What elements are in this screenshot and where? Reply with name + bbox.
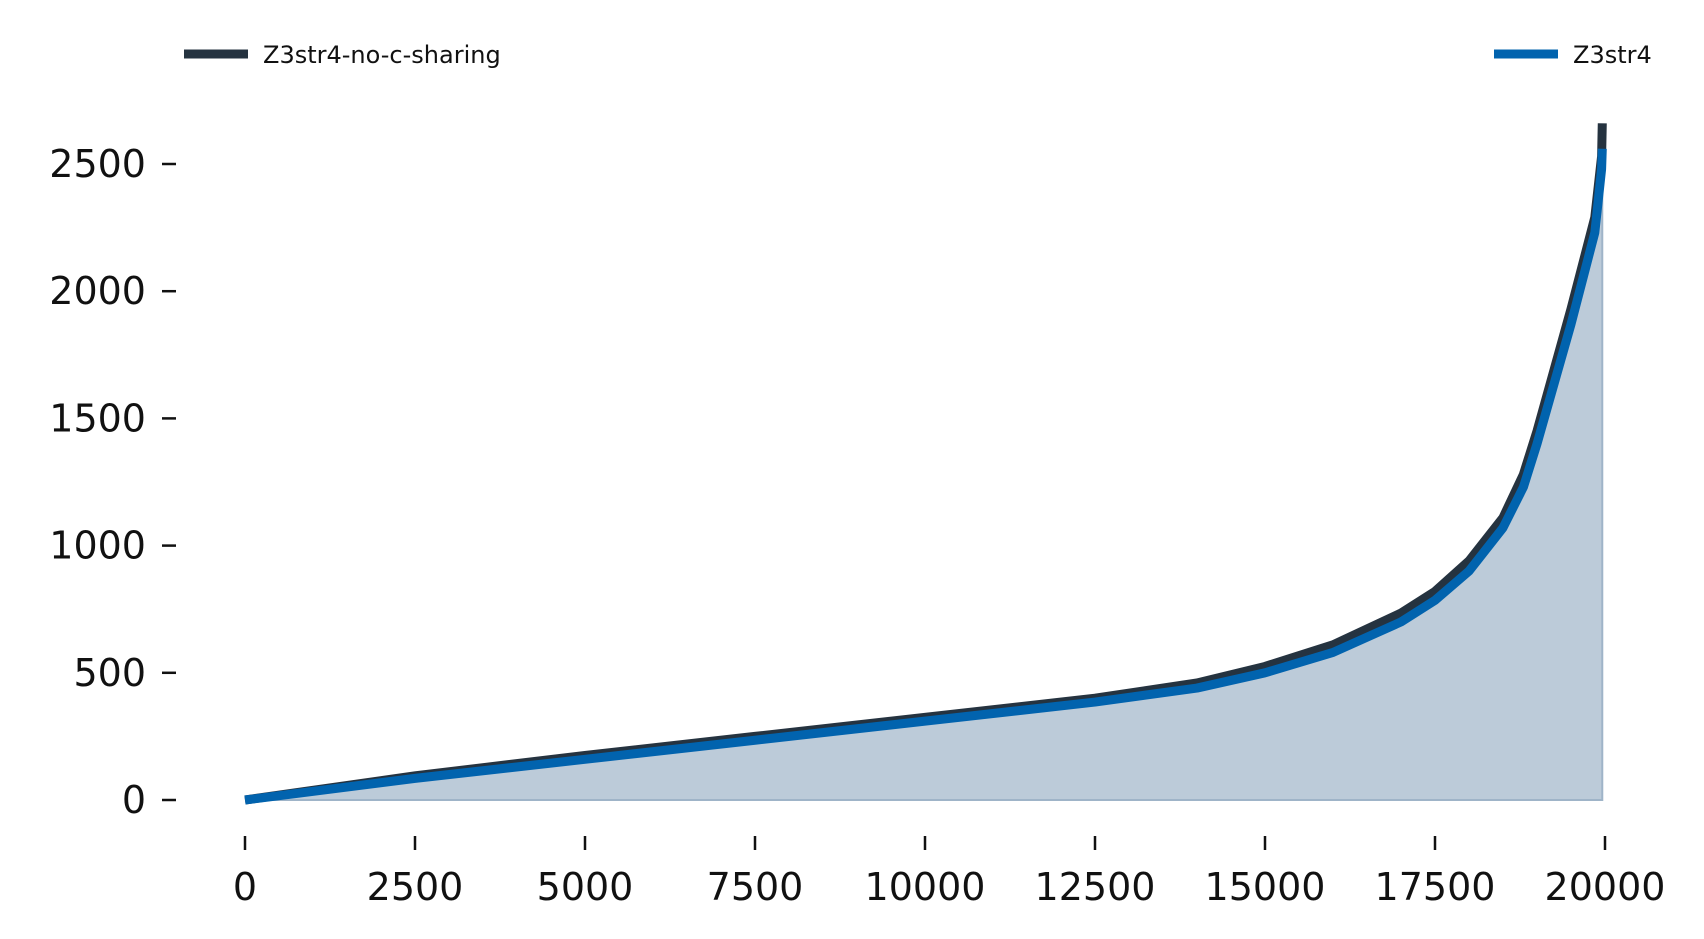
area-fill [244,148,1604,801]
x-tick-label: 0 [233,865,257,909]
x-tick-label: 12500 [1035,865,1156,909]
x-axis: 0 2500 5000 7500 10000 12500 15000 17500 20000 [233,836,1666,909]
y-tick-label: 1000 [49,524,146,568]
y-tick-label: 500 [73,651,146,695]
x-tick-label: 10000 [865,865,986,909]
y-tick-label: 1500 [49,396,146,440]
x-tick-label: 17500 [1375,865,1496,909]
legend: Z3str4-no-c-sharing Z3str4 [184,41,1652,69]
y-tick-label: 2000 [49,269,146,313]
x-tick-label: 7500 [707,865,804,909]
area-fill-group [244,148,1604,801]
x-tick-label: 20000 [1545,865,1666,909]
y-axis: 0 500 1000 1500 2000 2500 [49,142,176,822]
legend-label: Z3str4-no-c-sharing [263,41,501,69]
x-tick-label: 2500 [367,865,464,909]
y-tick-label: 0 [122,778,146,822]
legend-label: Z3str4 [1573,41,1652,69]
x-tick-label: 5000 [537,865,634,909]
series-line-1 [244,148,1607,805]
series-lines-group [244,123,1607,805]
y-tick-label: 2500 [49,142,146,186]
x-tick-label: 15000 [1205,865,1326,909]
